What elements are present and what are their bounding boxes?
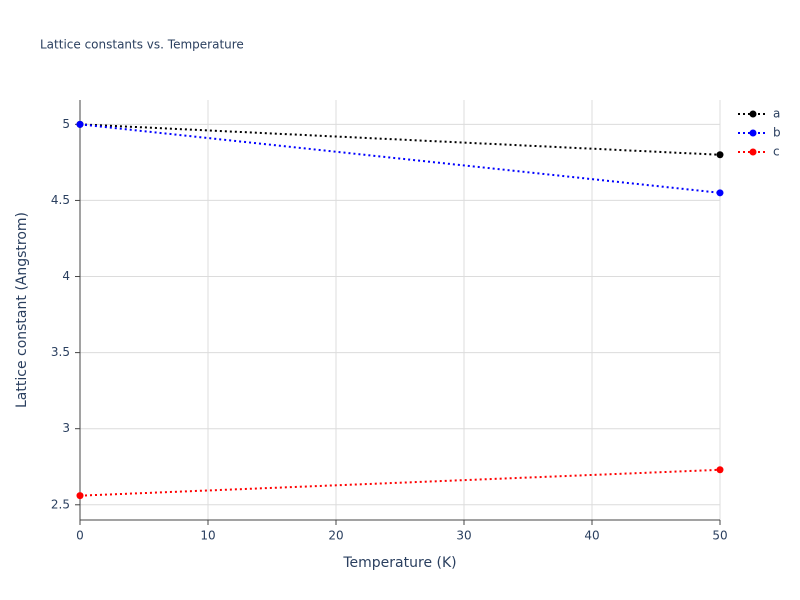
point xyxy=(716,151,724,159)
x-tick-label: 50 xyxy=(712,529,727,543)
y-tick-label: 3 xyxy=(62,421,70,435)
legend-marker xyxy=(749,129,757,137)
y-tick-label: 4.5 xyxy=(51,193,70,207)
point xyxy=(76,120,84,128)
x-tick-label: 20 xyxy=(328,529,343,543)
point xyxy=(716,189,724,197)
x-tick-label: 0 xyxy=(76,529,84,543)
legend-marker xyxy=(749,110,757,118)
y-tick-label: 4 xyxy=(62,269,70,283)
legend-label: c xyxy=(773,145,780,159)
series-line xyxy=(79,123,721,194)
y-axis-title: Lattice constant (Angstrom) xyxy=(14,212,30,408)
y-tick-label: 2.5 xyxy=(51,497,70,511)
series-line xyxy=(79,123,721,156)
legend-marker xyxy=(749,148,757,156)
point xyxy=(716,466,724,474)
x-tick-label: 10 xyxy=(200,529,215,543)
x-tick-label: 30 xyxy=(456,529,471,543)
chart-title: Lattice constants vs. Temperature xyxy=(40,38,244,52)
y-tick-label: 5 xyxy=(62,117,70,131)
series-line xyxy=(79,468,721,497)
x-axis-title: Temperature (K) xyxy=(342,555,456,571)
x-tick-label: 40 xyxy=(584,529,599,543)
y-tick-label: 3.5 xyxy=(51,345,70,359)
legend-label: a xyxy=(773,107,780,121)
point xyxy=(76,492,84,500)
legend-label: b xyxy=(773,126,781,140)
